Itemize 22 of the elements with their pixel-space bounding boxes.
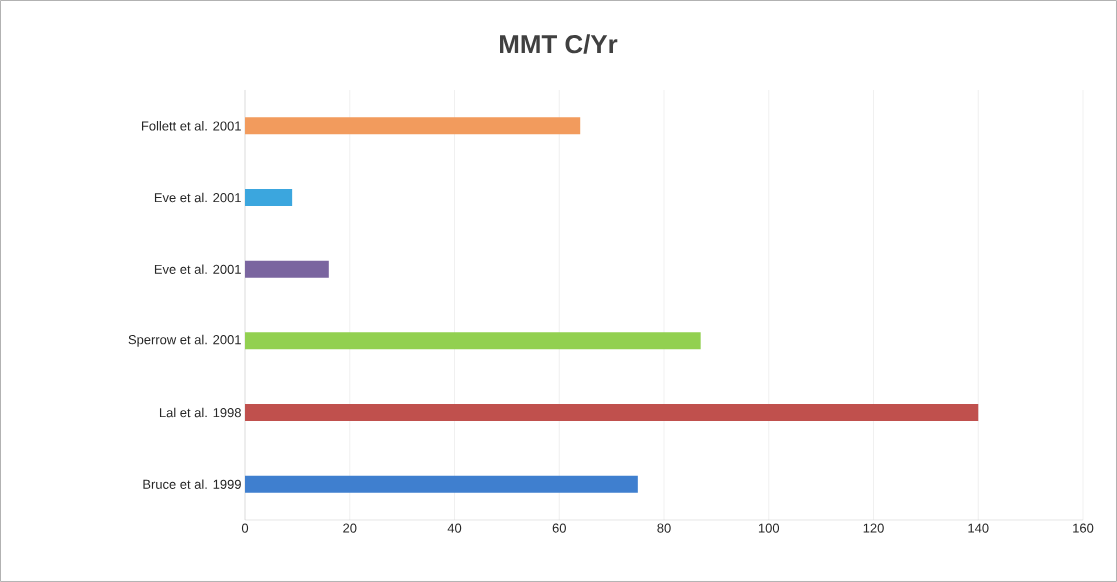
y-tick-label: Follett et al. 2001 (142, 121, 241, 131)
bar (245, 188, 293, 206)
x-tick-label: 20 (343, 523, 357, 533)
bar (245, 260, 329, 278)
x-tick-label: 0 (241, 523, 249, 533)
bar (245, 475, 638, 493)
x-tick-label: 40 (447, 523, 462, 533)
bar (245, 403, 979, 421)
chart-title: MMT C/Yr (500, 34, 618, 54)
x-tick-label: 80 (657, 523, 671, 533)
y-tick-label: Eve et al. 2001 (154, 264, 241, 274)
y-tick-label: Sperrow et al. 2001 (128, 334, 241, 347)
bar (245, 332, 701, 350)
y-tick-label: Lal et al. 1998 (159, 407, 241, 418)
y-tick-label: Eve et al. 2001 (154, 192, 241, 203)
bar (245, 117, 581, 135)
x-tick-label: 120 (863, 523, 884, 533)
x-tick-label: 60 (552, 523, 566, 533)
x-tick-label: 140 (968, 523, 989, 533)
x-tick-label: 160 (1073, 523, 1094, 533)
x-tick-label: 100 (758, 523, 780, 533)
y-tick-label: Bruce et al. 1999 (143, 479, 241, 489)
